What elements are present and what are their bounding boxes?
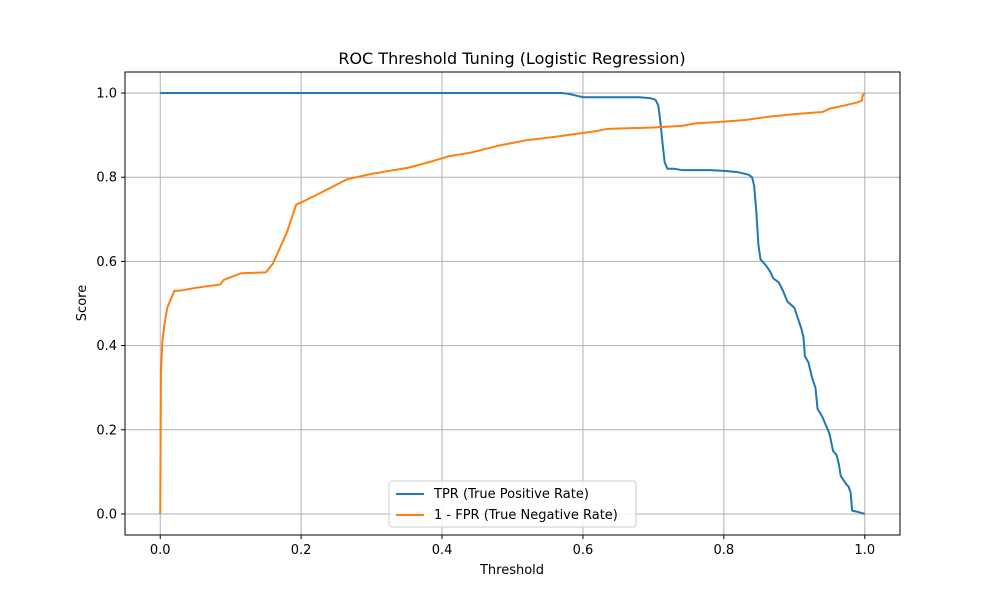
legend-label-tpr: TPR (True Positive Rate) [433,487,589,502]
tpr-line [160,92,866,515]
y-tick-label: 1.0 [96,87,117,102]
y-tick-label: 0.0 [96,507,117,522]
tick-layer: 0.0 0.2 0.4 0.6 0.8 1.0 0.0 0.2 0.4 0.6 0.8 1.0 [96,87,875,558]
series-layer [159,92,866,515]
y-tick-label: 0.8 [96,171,117,186]
x-tick-label: 0.4 [432,543,453,558]
x-tick-label: 0.2 [291,543,312,558]
x-tick-label: 0.6 [573,543,594,558]
x-tick-label: 0.8 [714,543,735,558]
grid-layer [125,72,900,535]
legend-label-tnr: 1 - FPR (True Negative Rate) [434,508,618,523]
x-tick-label: 1.0 [854,543,875,558]
x-axis-label: Threshold [479,563,544,578]
y-tick-label: 0.2 [96,423,117,438]
plot-frame [124,71,901,536]
legend-box [388,480,637,528]
y-tick-label: 0.4 [96,339,117,354]
chart-title: ROC Threshold Tuning (Logistic Regressio… [338,49,685,68]
y-tick-label: 0.6 [96,255,117,270]
legend: TPR (True Positive Rate) 1 - FPR (True N… [388,480,637,528]
tnr-line [159,92,866,514]
y-axis-label: Score [75,285,90,321]
x-tick-label: 0.0 [150,543,171,558]
